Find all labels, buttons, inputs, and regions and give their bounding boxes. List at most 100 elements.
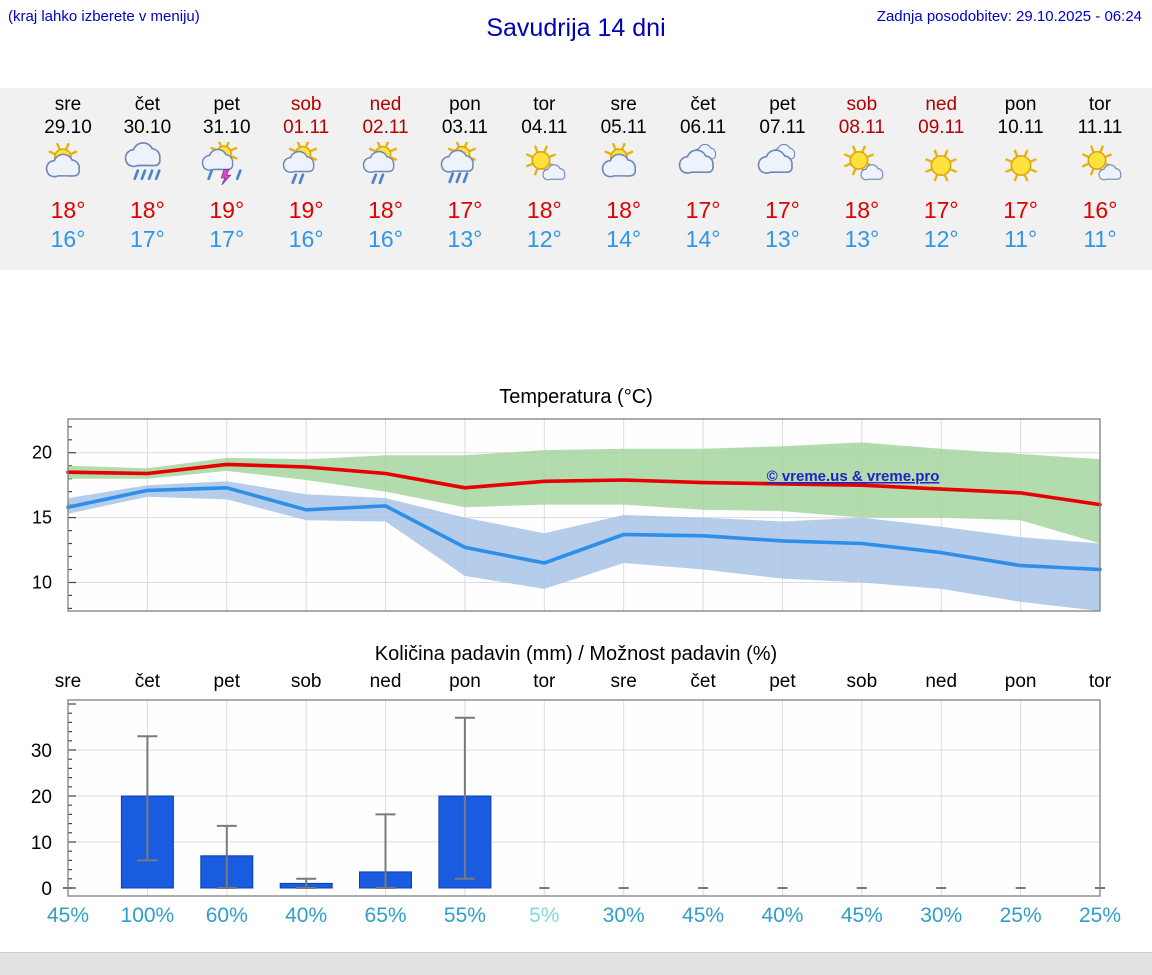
precip-percent: 100%	[120, 904, 175, 927]
day-column: pon 03.11 17° 13°	[421, 93, 509, 254]
mostly-sunny-icon	[1056, 142, 1144, 192]
precip-day-label: ned	[369, 671, 402, 692]
high-temp: 17°	[685, 197, 721, 223]
low-temp: 12°	[526, 226, 562, 252]
high-temp: 19°	[209, 197, 245, 223]
day-date: 02.11	[362, 117, 409, 138]
high-temp: 18°	[526, 197, 562, 223]
temperature-chart: 10 15 20 © vreme.us & vreme.pro	[32, 418, 1102, 612]
low-temp: 16°	[288, 226, 324, 252]
day-column: sob 08.11 18° 13°	[818, 93, 906, 254]
day-name: tor	[1088, 94, 1112, 115]
day-date: 03.11	[441, 117, 488, 138]
low-temp: 14°	[606, 226, 642, 252]
day-name: tor	[533, 94, 556, 115]
day-name: sre	[610, 94, 637, 115]
precip-day-label: sre	[54, 671, 82, 692]
precipitation-chart: 0 10 20 30	[31, 699, 1105, 898]
high-temp: 18°	[50, 197, 86, 223]
precip-percent: 45%	[682, 904, 725, 927]
precip-day-label: sob	[290, 671, 322, 692]
precip-percent: 30%	[602, 904, 645, 927]
svg-text:10: 10	[31, 833, 52, 854]
page-header: (kraj lahko izberete v meniju) Savudrija…	[0, 0, 1152, 88]
low-temp: 11°	[1083, 226, 1117, 252]
day-column: ned 09.11 17° 12°	[897, 93, 985, 254]
last-update: Zadnja posodobitev: 29.10.2025 - 06:24	[876, 8, 1142, 25]
thunder-icon	[183, 139, 271, 192]
high-temp: 18°	[844, 197, 880, 223]
precip-day-label: pet	[213, 671, 240, 692]
svg-text:15: 15	[32, 508, 52, 528]
precip-percent: 25%	[999, 904, 1042, 927]
precipitation-chart-title: Količina padavin (mm) / Možnost padavin …	[374, 643, 778, 665]
high-temp: 19°	[288, 197, 324, 223]
precip-day-label: pon	[449, 671, 481, 692]
day-name: pon	[449, 94, 481, 115]
day-column: sre 29.10 18° 16°	[24, 93, 112, 254]
rain-icon	[103, 142, 191, 192]
high-temp: 18°	[129, 197, 165, 223]
low-temp: 13°	[844, 226, 880, 252]
day-date: 06.11	[679, 117, 727, 138]
day-name: čet	[690, 94, 716, 115]
precip-day-label: pet	[769, 671, 796, 692]
sun-rain-icon	[421, 140, 509, 192]
forecast-strip: sre 29.10 18° 16° čet 30.10 18° 17° pet 31.10 19° 1…	[0, 88, 1152, 270]
menu-hint: (kraj lahko izberete v meniju)	[8, 8, 200, 25]
sun-showers-icon	[342, 140, 430, 192]
day-name: ned	[369, 94, 402, 115]
high-temp: 16°	[1082, 197, 1118, 223]
precip-day-label: pon	[1004, 671, 1037, 692]
precip-percent: 5%	[529, 904, 560, 927]
day-date: 30.10	[123, 117, 172, 138]
day-column: tor 04.11 18° 12°	[500, 93, 588, 254]
day-column: pon 10.11 17° 11°	[977, 93, 1065, 254]
day-column: pet 07.11 17° 13°	[738, 93, 826, 254]
low-temp: 12°	[923, 226, 959, 252]
precip-percent: 25%	[1078, 904, 1122, 927]
precip-day-label: sre	[610, 671, 637, 692]
precip-day-label: sob	[846, 671, 878, 692]
low-temp: 11°	[1004, 226, 1038, 252]
precipitation-section: Količina padavin (mm) / Možnost padavin …	[0, 643, 1152, 934]
high-temp: 17°	[447, 197, 483, 223]
day-column: čet 30.10 18° 17°	[103, 93, 191, 254]
precip-day-label: tor	[533, 671, 556, 692]
precip-day-label: tor	[1088, 671, 1112, 692]
precip-percent: 40%	[285, 904, 328, 927]
low-temp: 14°	[685, 226, 721, 252]
svg-text:20: 20	[31, 787, 52, 808]
temperature-chart-title: Temperatura (°C)	[499, 386, 653, 408]
day-name: pet	[769, 94, 796, 115]
day-date: 29.10	[44, 117, 92, 138]
low-temp: 16°	[368, 226, 403, 252]
low-temp: 13°	[447, 226, 483, 252]
precip-percent: 60%	[205, 904, 248, 927]
day-name: sob	[290, 94, 322, 115]
precip-percent-row: 45% 100% 60% 40% 65% 55% 5% 30% 45% 40% 45% 30% 25% 2…	[0, 898, 1152, 934]
day-column: čet 06.11 17° 14°	[659, 93, 747, 254]
sunny-icon	[977, 142, 1065, 192]
temperature-section: Temperatura (°C) 10 15 20 © vreme.us & vrem…	[0, 386, 1152, 617]
day-name: pet	[213, 94, 240, 115]
svg-text:10: 10	[32, 573, 52, 593]
watermark-link[interactable]: © vreme.us & vreme.pro	[767, 468, 940, 485]
day-date: 04.11	[521, 117, 568, 138]
high-temp: 18°	[368, 197, 403, 223]
footer-bar	[0, 952, 1152, 975]
day-column: sre 05.11 18° 14°	[580, 93, 668, 254]
mostly-sunny-icon	[818, 142, 906, 192]
high-temp: 17°	[1003, 197, 1038, 223]
svg-text:30: 30	[31, 741, 52, 762]
precip-day-label: čet	[134, 671, 161, 692]
day-column: sob 01.11 19° 16°	[262, 93, 350, 254]
day-column: ned 02.11 18° 16°	[342, 93, 430, 254]
day-date: 08.11	[838, 117, 885, 138]
low-temp: 13°	[765, 226, 800, 252]
day-date: 09.11	[918, 117, 965, 138]
precip-percent: 40%	[761, 904, 804, 927]
precip-percent: 45%	[46, 904, 90, 927]
high-temp: 17°	[923, 197, 959, 223]
day-date: 01.11	[283, 117, 330, 138]
